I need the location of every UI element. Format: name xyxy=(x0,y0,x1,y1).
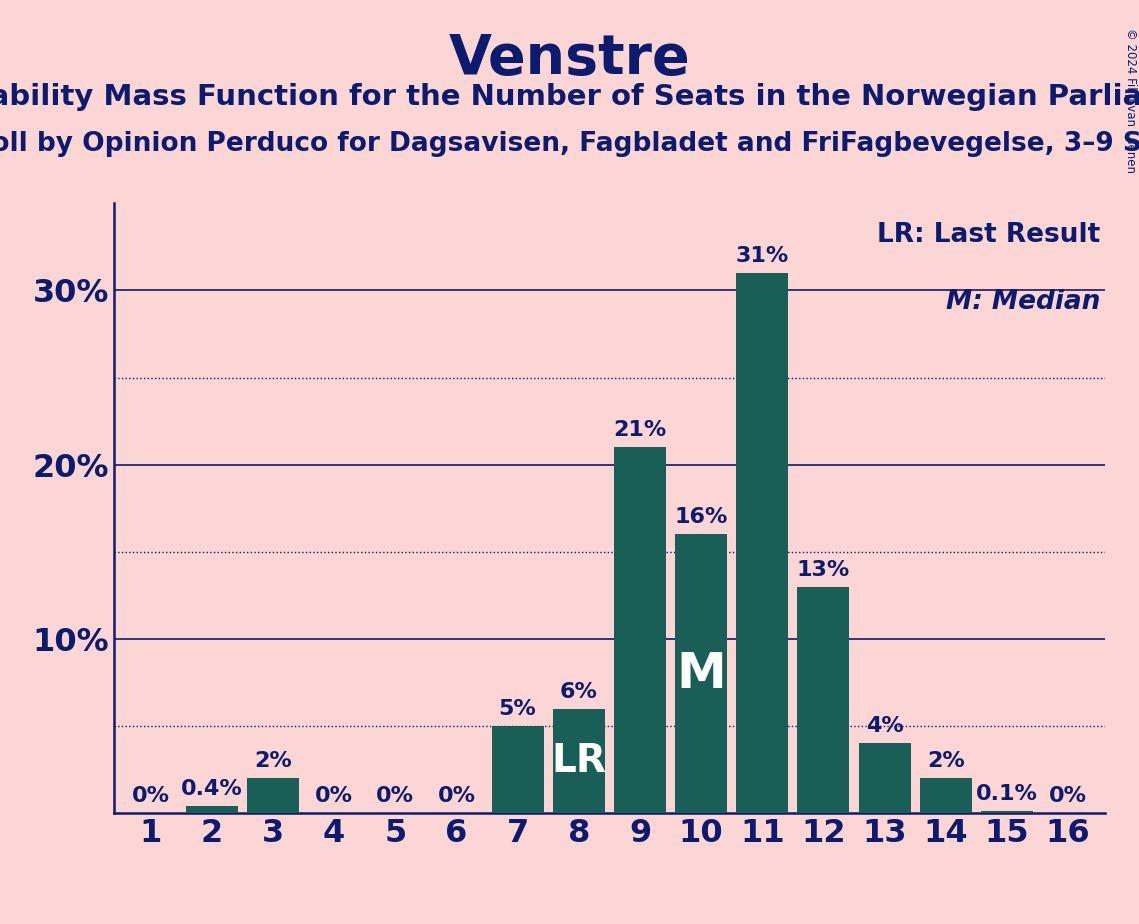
Bar xyxy=(920,778,972,813)
Text: Venstre: Venstre xyxy=(449,32,690,86)
Text: 4%: 4% xyxy=(866,716,903,736)
Text: © 2024 Filip van Laenen: © 2024 Filip van Laenen xyxy=(1124,28,1137,173)
Text: 2%: 2% xyxy=(254,751,292,772)
Text: 0%: 0% xyxy=(132,786,170,806)
Text: 0%: 0% xyxy=(437,786,475,806)
Text: 0%: 0% xyxy=(316,786,353,806)
Text: 21%: 21% xyxy=(613,420,666,440)
Bar xyxy=(859,744,910,813)
Text: 2%: 2% xyxy=(927,751,965,772)
Bar xyxy=(186,806,238,813)
Text: 16%: 16% xyxy=(674,507,728,528)
Text: LR: LR xyxy=(551,742,606,780)
Text: Probability Mass Function for the Number of Seats in the Norwegian Parliament: Probability Mass Function for the Number… xyxy=(0,83,1139,111)
Bar xyxy=(614,447,666,813)
Text: 0.1%: 0.1% xyxy=(976,784,1038,805)
Text: 31%: 31% xyxy=(736,246,789,266)
Text: Based on Opinion Poll by Opinion Perduco for Dagsavisen, Fagbladet and FriFagbev: Based on Opinion Poll by Opinion Perduco… xyxy=(0,131,1139,157)
Text: LR: Last Result: LR: Last Result xyxy=(877,222,1100,248)
Text: 5%: 5% xyxy=(499,699,536,719)
Text: M: Median: M: Median xyxy=(945,288,1100,315)
Bar xyxy=(552,709,605,813)
Bar xyxy=(675,534,727,813)
Text: M: M xyxy=(677,650,726,698)
Text: 13%: 13% xyxy=(797,560,850,579)
Bar xyxy=(981,811,1033,813)
Bar xyxy=(736,273,788,813)
Text: 0%: 0% xyxy=(376,786,415,806)
Text: 6%: 6% xyxy=(560,682,598,701)
Text: 0.4%: 0.4% xyxy=(181,779,243,799)
Text: 0%: 0% xyxy=(1049,786,1087,806)
Bar xyxy=(492,726,543,813)
Bar xyxy=(797,587,850,813)
Bar xyxy=(247,778,298,813)
